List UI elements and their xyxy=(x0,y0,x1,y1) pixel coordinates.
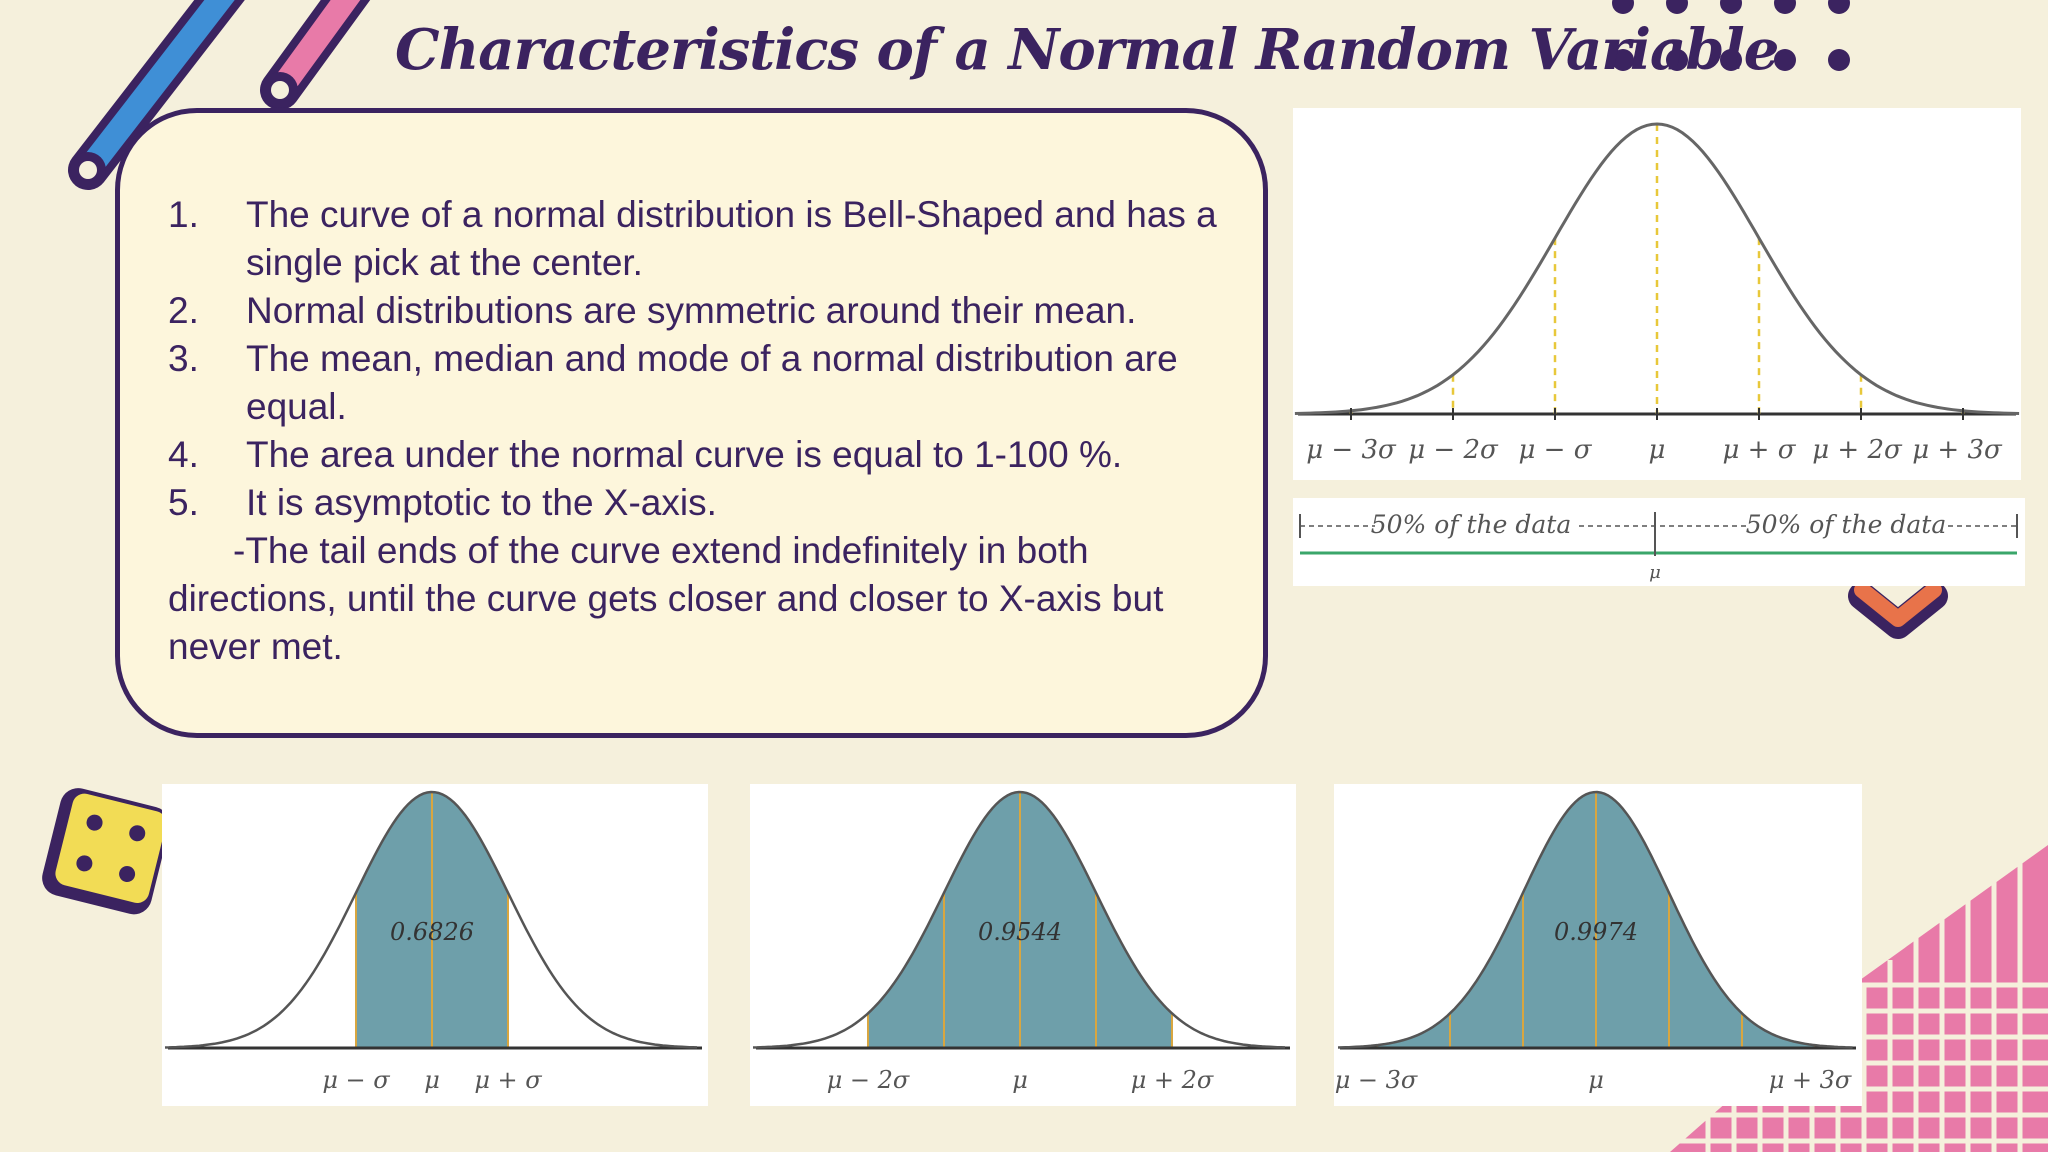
list-item: 5. It is asymptotic to the X-axis. xyxy=(168,479,1228,527)
list-number: 3. xyxy=(168,338,199,379)
list-item: 1. The curve of a normal distribution is… xyxy=(168,191,1228,287)
bell-curve-panel: μ − 3σ μ − 2σ μ − σ μ μ + σ μ + 2σ μ + 3… xyxy=(1293,108,2021,480)
tick-label: μ − σ xyxy=(322,1066,390,1094)
list-number: 5. xyxy=(168,482,199,523)
asymptote-note: -The tail ends of the curve extend indef… xyxy=(168,530,1164,667)
area-chart-3: 0.9974 μ − 3σ μ μ + 3σ xyxy=(1334,784,1862,1106)
tick-label: μ xyxy=(1588,1066,1604,1094)
dots-pattern xyxy=(1612,0,1850,71)
tick-label: μ − 3σ xyxy=(1335,1066,1418,1094)
split-bar-panel: 50% of the data 50% of the data μ xyxy=(1293,498,2025,586)
mean-label: μ xyxy=(1649,562,1661,583)
bell-curve xyxy=(1294,122,2020,415)
tick-label: μ + 3σ xyxy=(1769,1066,1852,1094)
list-text: The mean, median and mode of a normal di… xyxy=(246,338,1178,427)
bell-curve xyxy=(1337,790,1853,1049)
page-title: Characteristics of a Normal Random Varia… xyxy=(395,17,1779,83)
split-bar-diagram: 50% of the data 50% of the data μ xyxy=(1299,510,2018,583)
tick-label: μ − σ xyxy=(1519,435,1593,465)
three-sigma-diagram: 0.9974 μ − 3σ μ μ + 3σ xyxy=(1335,790,1856,1094)
tick-label: μ − 2σ xyxy=(1408,435,1499,465)
list-text: Normal distributions are symmetric aroun… xyxy=(246,290,1137,331)
tick-label: μ xyxy=(424,1066,440,1094)
list-number: 4. xyxy=(168,434,199,475)
tick-label: μ + σ xyxy=(474,1066,542,1094)
area-value: 0.6826 xyxy=(390,918,474,946)
area-value: 0.9544 xyxy=(978,918,1062,946)
tick-label: μ − 3σ xyxy=(1306,435,1397,465)
tick-label: μ xyxy=(1649,435,1666,465)
tick-label: μ + σ xyxy=(1723,435,1797,465)
area-chart-2: 0.9544 μ − 2σ μ μ + 2σ xyxy=(750,784,1296,1106)
x-mark-icon xyxy=(1848,582,1948,639)
tick-label: μ + 3σ xyxy=(1912,435,2003,465)
tick-label: μ − 2σ xyxy=(827,1066,910,1094)
list-number: 1. xyxy=(168,194,199,235)
list-item: 4. The area under the normal curve is eq… xyxy=(168,431,1228,479)
characteristics-list: 1. The curve of a normal distribution is… xyxy=(168,191,1228,671)
bell-curve xyxy=(752,790,1286,1049)
left-half-label: 50% of the data xyxy=(1371,510,1572,539)
list-text: The area under the normal curve is equal… xyxy=(246,434,1123,475)
bell-curve xyxy=(164,790,698,1049)
list-text: It is asymptotic to the X-axis. xyxy=(246,482,717,523)
area-chart-1: 0.6826 μ − σ μ μ + σ xyxy=(162,784,708,1106)
one-sigma-diagram: 0.6826 μ − σ μ μ + σ xyxy=(164,790,702,1094)
list-text: The curve of a normal distribution is Be… xyxy=(246,194,1217,283)
pink-pencil-icon xyxy=(260,0,371,110)
list-item: 2. Normal distributions are symmetric ar… xyxy=(168,287,1228,335)
right-half-label: 50% of the data xyxy=(1746,510,1947,539)
tick-label: μ + 2σ xyxy=(1812,435,1903,465)
tick-label: μ + 2σ xyxy=(1131,1066,1214,1094)
bell-curve-diagram: μ − 3σ μ − 2σ μ − σ μ μ + σ μ + 2σ μ + 3… xyxy=(1294,122,2020,465)
tick-label: μ xyxy=(1012,1066,1028,1094)
dice-icon xyxy=(42,788,170,915)
list-number: 2. xyxy=(168,290,199,331)
two-sigma-diagram: 0.9544 μ − 2σ μ μ + 2σ xyxy=(752,790,1290,1094)
list-item: 3. The mean, median and mode of a normal… xyxy=(168,335,1228,431)
characteristics-box: 1. The curve of a normal distribution is… xyxy=(115,108,1268,738)
blue-pencil-icon xyxy=(68,0,245,190)
area-value: 0.9974 xyxy=(1554,918,1638,946)
